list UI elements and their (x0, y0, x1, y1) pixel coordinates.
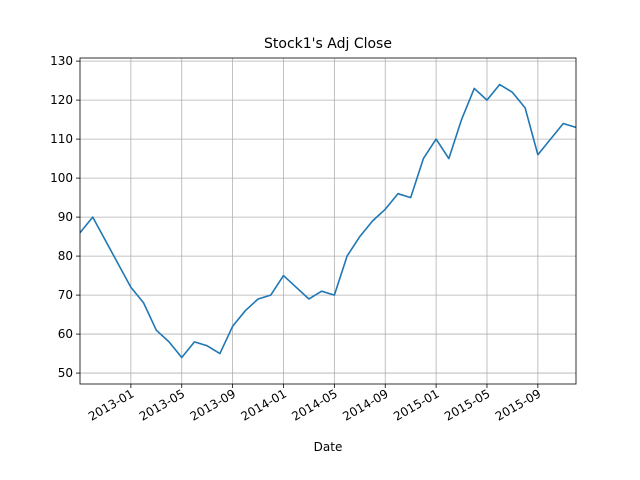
y-tick-label: 60 (58, 327, 73, 341)
y-tick-label: 120 (50, 93, 73, 107)
data-line (79, 83, 577, 359)
x-axis-label: Date (314, 440, 343, 454)
y-tick-label: 90 (58, 210, 73, 224)
plot-frame (79, 57, 577, 385)
y-tick-label: 50 (58, 366, 73, 380)
y-tick-label: 70 (58, 288, 73, 302)
chart-title: Stock1's Adj Close (264, 36, 392, 52)
y-tick-label: 100 (50, 171, 73, 185)
y-tick-label: 80 (58, 249, 73, 263)
y-tick-label: 110 (50, 132, 73, 146)
y-tick-label: 130 (50, 54, 73, 68)
